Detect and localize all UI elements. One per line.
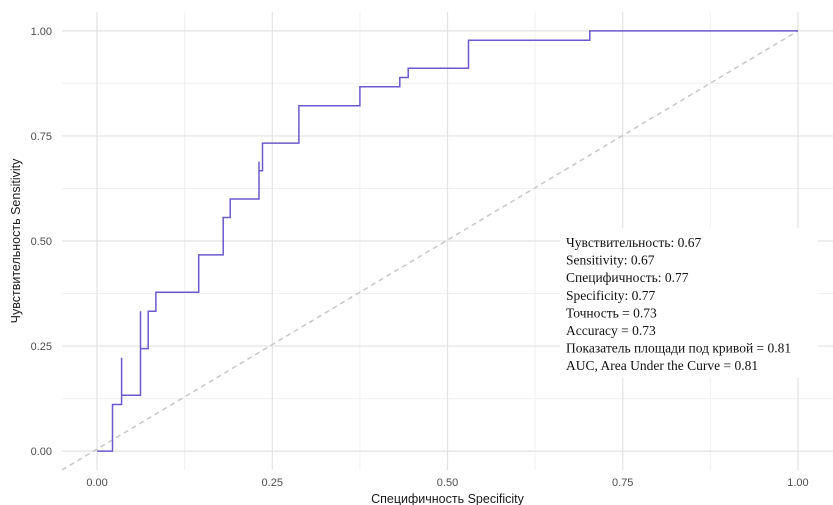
- y-axis-title: Чувствительность Sensitivity: [9, 158, 23, 323]
- stats-line-6: Показатель площади под кривой = 0.81: [566, 341, 791, 356]
- roc-curve-line: [97, 30, 798, 452]
- x-tick-label-1: 0.25: [262, 477, 283, 489]
- y-tick-labels: 0.00 0.25 0.50 0.75 1.00: [31, 26, 52, 458]
- stats-line-2: Специфичность: 0.77: [566, 270, 689, 285]
- stats-line-5: Accuracy = 0.73: [566, 323, 656, 338]
- stats-line-7: AUC, Area Under the Curve = 0.81: [566, 358, 758, 373]
- x-tick-label-0: 0.00: [86, 477, 107, 489]
- stats-annotation-text: Чувствительность: 0.67 Sensitivity: 0.67 С…: [566, 235, 791, 373]
- reference-diagonal-line: [61, 30, 799, 471]
- stats-annotation-box: [560, 228, 818, 378]
- stats-line-1: Sensitivity: 0.67: [566, 253, 655, 268]
- y-tick-label-1: 0.25: [31, 341, 52, 353]
- y-tick-label-0: 0.00: [31, 446, 52, 458]
- x-tick-label-2: 0.50: [437, 477, 458, 489]
- stats-line-0: Чувствительность: 0.67: [566, 235, 701, 250]
- x-tick-label-4: 1.00: [787, 477, 808, 489]
- y-tick-label-2: 0.50: [31, 236, 52, 248]
- x-tick-label-3: 0.75: [612, 477, 633, 489]
- y-tick-label-4: 1.00: [31, 26, 52, 38]
- stats-line-3: Specificity: 0.77: [566, 288, 655, 303]
- x-tick-labels: 0.00 0.25 0.50 0.75 1.00: [86, 477, 808, 489]
- y-tick-label-3: 0.75: [31, 131, 52, 143]
- stats-line-4: Точность = 0.73: [566, 305, 657, 320]
- x-axis-title: Специфичность Specificity: [371, 492, 525, 505]
